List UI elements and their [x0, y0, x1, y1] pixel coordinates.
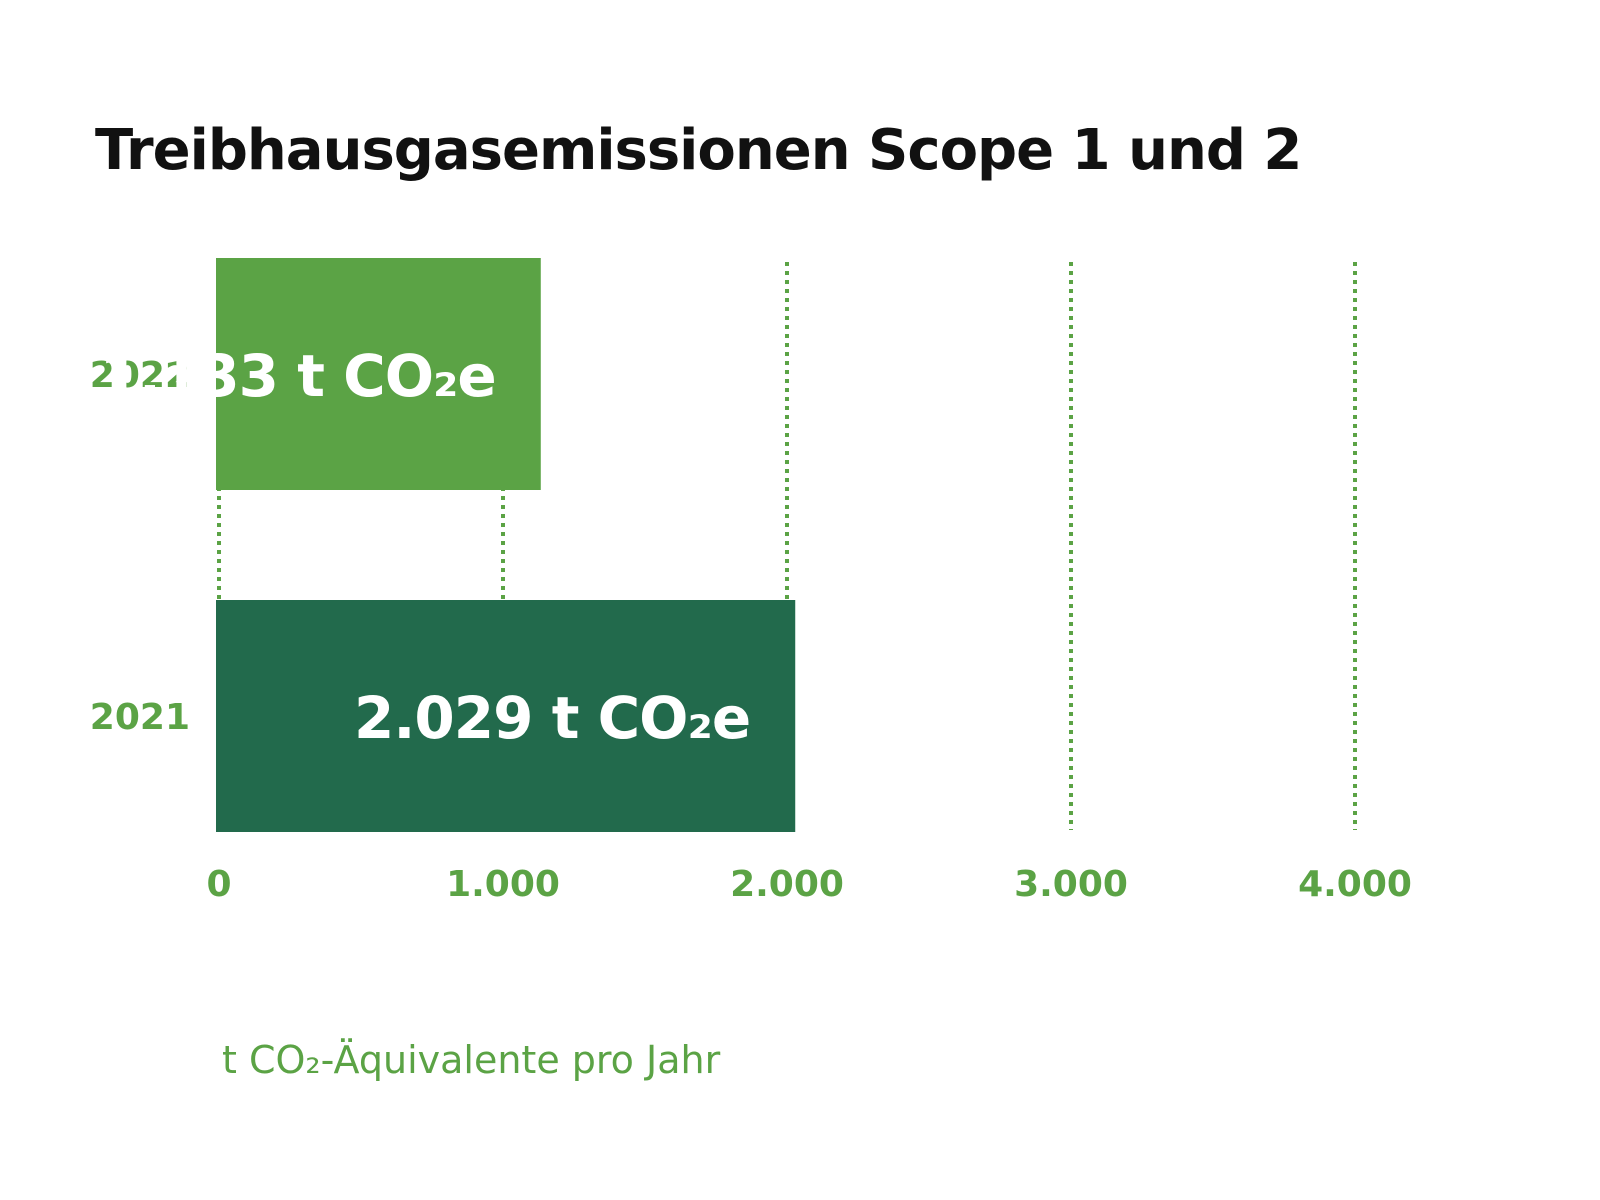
x-tick-label-3: 3.000 — [1014, 864, 1128, 905]
value-label-2022: 1.133 t CO₂e — [100, 342, 496, 410]
x-tick-label-2: 2.000 — [730, 864, 844, 905]
x-tick-label-4: 4.000 — [1298, 864, 1412, 905]
category-label-2022: 2022 — [90, 355, 190, 396]
x-tick-label-0: 0 — [206, 864, 231, 905]
x-axis-label: t CO₂-Äquivalente pro Jahr — [222, 1038, 721, 1082]
category-label-2021: 2021 — [90, 697, 190, 738]
bar-2021 — [216, 600, 796, 832]
x-tick-label-1: 1.000 — [446, 864, 560, 905]
value-label-2021: 2.029 t CO₂e — [354, 684, 750, 752]
chart-title: Treibhausgasemissionen Scope 1 und 2 — [95, 118, 1302, 183]
bar-2022 — [216, 258, 541, 490]
